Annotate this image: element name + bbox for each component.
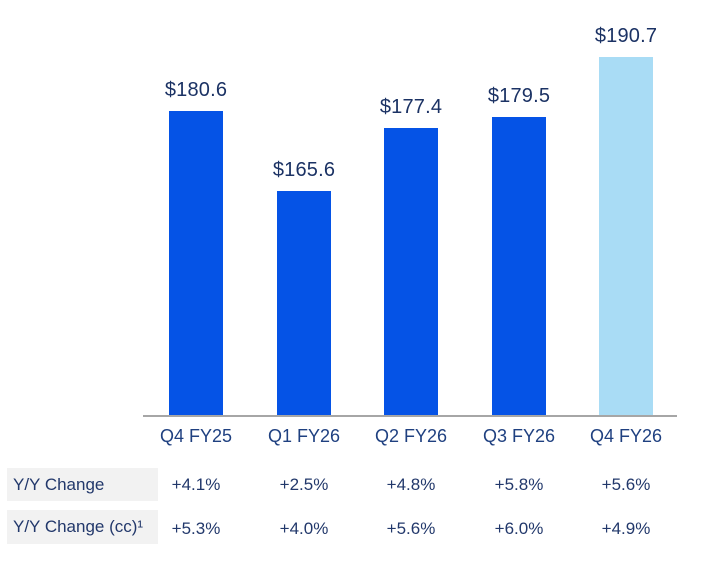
bar-value-label: $165.6	[272, 159, 336, 181]
bar-column-q4-fy26-highlighted: $190.7	[571, 25, 681, 416]
table-cell: +5.8%	[494, 475, 544, 494]
table-cell: +4.8%	[386, 475, 436, 494]
table-cell: +5.6%	[601, 475, 651, 494]
bar-q4-fy25	[169, 111, 223, 416]
x-axis-line	[143, 415, 677, 417]
bar-value-label: $179.5	[487, 85, 551, 107]
bar-q3-fy26	[492, 117, 546, 416]
bar-column-q1-fy26: $165.6	[249, 159, 359, 416]
x-axis-tick-label: Q2 FY26	[374, 426, 448, 446]
table-cell: +4.1%	[171, 475, 221, 494]
table-cell: +6.0%	[494, 519, 544, 538]
table-cell: +4.9%	[601, 519, 651, 538]
x-axis-tick-label: Q1 FY26	[267, 426, 341, 446]
bar-q4-fy26	[599, 57, 653, 416]
x-axis-tick-label: Q4 FY25	[159, 426, 233, 446]
table-row-label-yy-change-cc: Y/Y Change (cc)¹	[7, 510, 158, 544]
table-cell: +5.6%	[386, 519, 436, 538]
bar-q2-fy26	[384, 128, 438, 416]
bar-column-q3-fy26: $179.5	[464, 85, 574, 416]
table-row-label-yy-change: Y/Y Change	[7, 468, 158, 501]
table-cell: +5.3%	[171, 519, 221, 538]
bar-value-label: $177.4	[379, 96, 443, 118]
bar-value-label: $190.7	[594, 25, 658, 47]
table-cell: +4.0%	[279, 519, 329, 538]
x-axis-tick-label: Q4 FY26	[589, 426, 663, 446]
bar-column-q2-fy26: $177.4	[356, 96, 466, 416]
bar-q1-fy26	[277, 191, 331, 416]
bar-column-q4-fy25: $180.6	[141, 79, 251, 416]
bar-value-label: $180.6	[164, 79, 228, 101]
table-cell: +2.5%	[279, 475, 329, 494]
x-axis-tick-label: Q3 FY26	[482, 426, 556, 446]
